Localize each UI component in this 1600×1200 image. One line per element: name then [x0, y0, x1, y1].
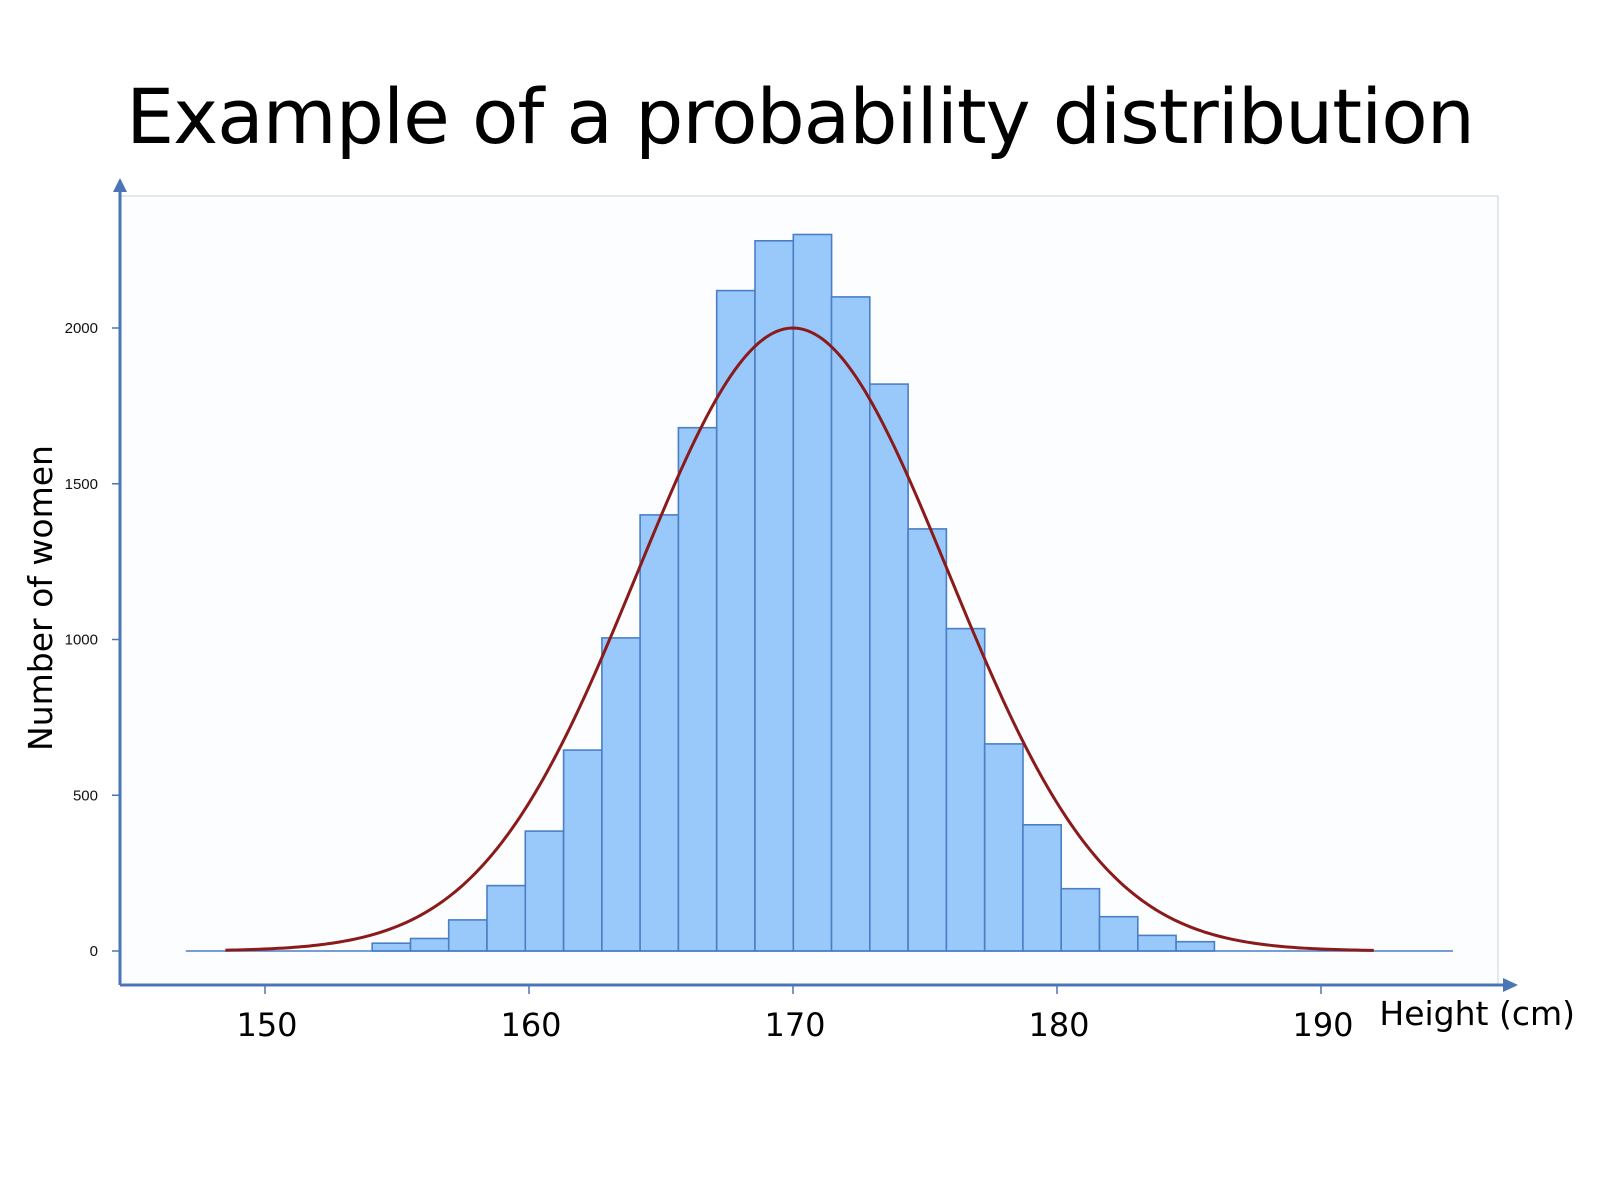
- y-tick-label: 500: [73, 787, 98, 804]
- y-tick-label: 1000: [65, 632, 98, 649]
- x-tick-label: 180: [1028, 1006, 1089, 1044]
- histogram-bar: [754, 240, 795, 952]
- y-axis: 0 500 1000 1500 2000: [65, 178, 127, 985]
- x-axis-arrow-icon: [1503, 978, 1518, 992]
- histogram-bar: [830, 296, 871, 952]
- histogram-bar: [524, 830, 565, 952]
- histogram-bar: [1022, 823, 1063, 952]
- x-tick-label: 150: [236, 1006, 297, 1044]
- histogram-bar: [868, 383, 909, 952]
- y-tick-label: 0: [90, 943, 98, 960]
- histogram-bar: [945, 627, 986, 952]
- histogram-bar: [907, 528, 948, 952]
- x-tick-label: 190: [1292, 1006, 1353, 1044]
- histogram-bar: [677, 426, 718, 952]
- histogram-bar: [983, 743, 1024, 952]
- histogram-bar: [486, 884, 527, 952]
- histogram-bar: [1137, 934, 1177, 952]
- x-axis-title: Height (cm): [1379, 994, 1575, 1033]
- histogram-bar: [792, 233, 833, 952]
- x-tick-label: 170: [764, 1006, 825, 1044]
- histogram-bar: [371, 942, 412, 952]
- histogram-bar: [447, 919, 488, 952]
- histogram-bar: [1098, 915, 1139, 952]
- histogram-bar: [1060, 887, 1101, 952]
- histogram-bar: [562, 749, 603, 952]
- y-tick-label: 2000: [65, 320, 98, 337]
- histogram-bar: [639, 514, 680, 952]
- histogram-bars: [371, 233, 1216, 952]
- histogram-bar: [409, 937, 450, 952]
- x-axis: 150 160 170 180 190: [120, 978, 1518, 1044]
- y-axis-arrow-icon: [113, 178, 127, 192]
- normal-curve: [225, 326, 1374, 952]
- y-axis-title: Number of women: [21, 445, 60, 751]
- slide-title: Example of a probability distribution: [126, 72, 1475, 161]
- histogram-bar: [601, 637, 642, 952]
- x-tick-label: 160: [500, 1006, 561, 1044]
- histogram-bar: [1175, 940, 1216, 952]
- y-tick-label: 1500: [65, 476, 98, 493]
